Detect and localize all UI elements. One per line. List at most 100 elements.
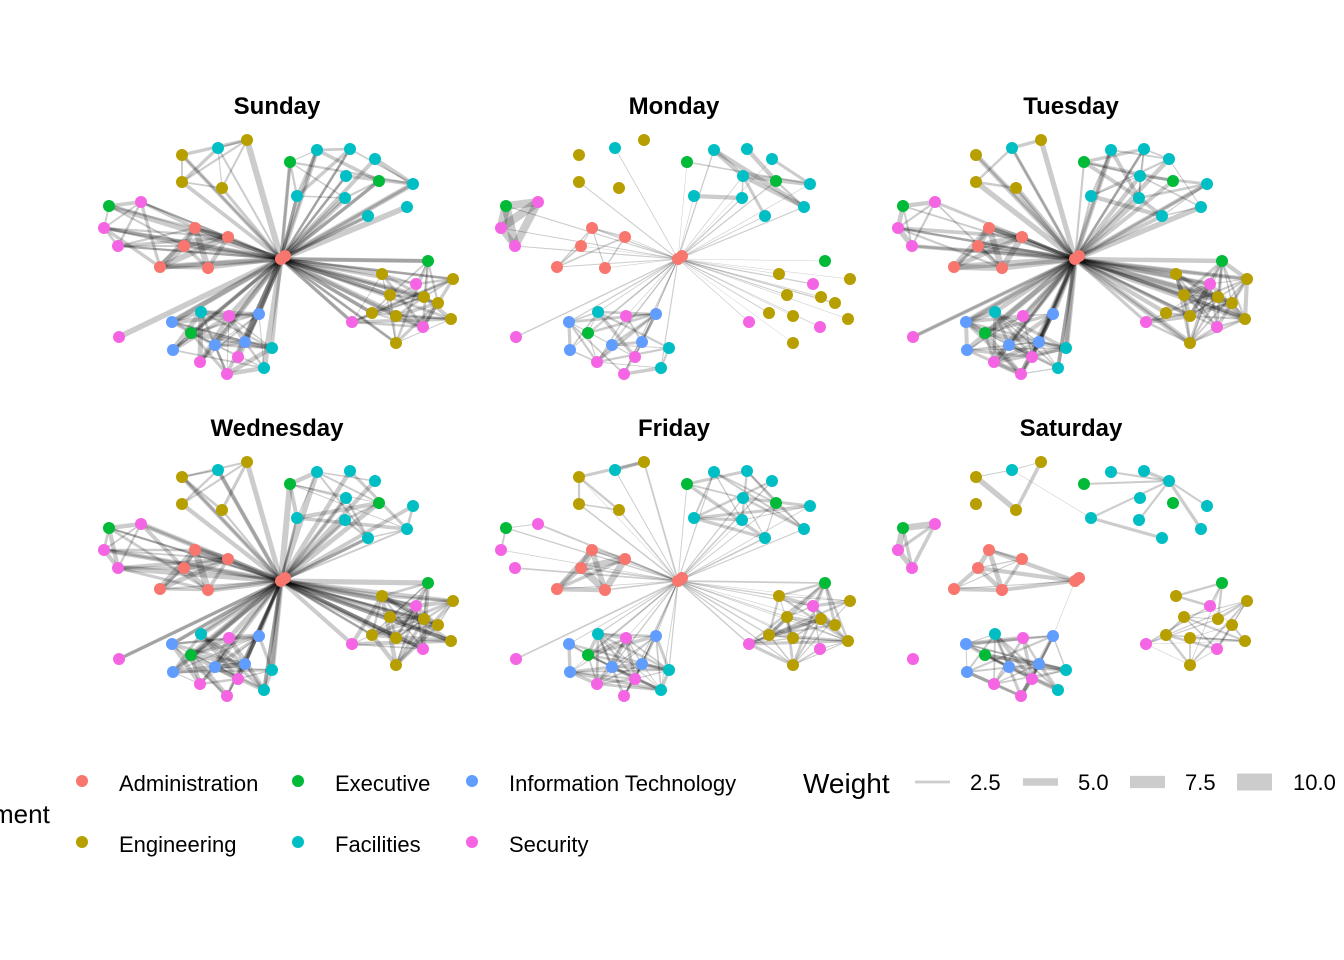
- node-security: [929, 196, 941, 208]
- node-facilities: [1201, 500, 1213, 512]
- node-engineering: [176, 471, 188, 483]
- edge: [514, 567, 679, 582]
- edge: [973, 474, 1019, 513]
- edge: [1137, 182, 1209, 200]
- edge: [950, 224, 993, 271]
- edge: [1220, 259, 1247, 321]
- edge: [226, 315, 230, 375]
- edge: [677, 258, 836, 304]
- edge: [394, 581, 430, 640]
- edge: [975, 154, 1076, 260]
- edge: [966, 315, 1024, 351]
- node-information-technology: [1033, 658, 1045, 670]
- edge: [394, 314, 453, 321]
- edge: [423, 582, 429, 620]
- node-security: [629, 351, 641, 363]
- edge: [279, 157, 377, 261]
- edge: [569, 637, 627, 673]
- edge: [199, 632, 240, 681]
- edge: [158, 587, 210, 592]
- edge: [395, 582, 429, 666]
- edge: [677, 180, 777, 260]
- node-engineering: [1226, 619, 1238, 631]
- edge: [748, 637, 794, 645]
- edge: [1074, 258, 1246, 320]
- edge: [555, 557, 627, 591]
- edge: [578, 181, 679, 260]
- edge: [1073, 257, 1249, 281]
- edge: [1188, 301, 1234, 318]
- node-administration: [222, 231, 234, 243]
- edge: [316, 471, 376, 482]
- edge: [1020, 256, 1078, 319]
- edge: [269, 578, 284, 673]
- edge: [103, 227, 185, 247]
- edge: [370, 599, 455, 637]
- node-facilities: [362, 532, 374, 544]
- node-engineering: [970, 176, 982, 188]
- edge: [279, 579, 426, 621]
- node-administration: [202, 262, 214, 274]
- edge: [107, 526, 210, 592]
- edge: [677, 161, 688, 260]
- node-administration: [189, 544, 201, 556]
- node-facilities: [989, 306, 1001, 318]
- edge: [597, 258, 679, 313]
- edge: [226, 235, 283, 261]
- edge: [191, 546, 212, 594]
- edge: [578, 503, 620, 511]
- edge: [986, 547, 1005, 593]
- edge: [692, 516, 744, 522]
- node-engineering: [815, 291, 827, 303]
- node-security: [1026, 673, 1038, 685]
- edge: [586, 312, 658, 335]
- node-security: [1026, 351, 1038, 363]
- edge: [974, 180, 1018, 190]
- edge: [1182, 293, 1234, 305]
- edge: [677, 580, 788, 618]
- edge: [992, 636, 1025, 686]
- edge: [1089, 157, 1171, 198]
- node-information-technology: [564, 666, 576, 678]
- node-facilities: [609, 142, 621, 154]
- edge: [1030, 312, 1055, 359]
- edge: [991, 339, 1042, 365]
- edge: [221, 139, 248, 189]
- node-administration: [619, 553, 631, 565]
- edge: [747, 617, 823, 646]
- node-administration: [996, 262, 1008, 274]
- edge: [983, 653, 1041, 666]
- edge: [677, 206, 805, 260]
- edge: [1137, 479, 1171, 522]
- node-security: [113, 653, 125, 665]
- edge: [992, 256, 1078, 315]
- node-administration: [202, 584, 214, 596]
- edge: [1082, 160, 1141, 200]
- edge: [103, 549, 229, 560]
- edge: [381, 595, 424, 650]
- edge: [1145, 618, 1219, 645]
- node-engineering: [781, 289, 793, 301]
- edge: [568, 665, 614, 674]
- edge: [1161, 206, 1202, 217]
- edge: [380, 272, 426, 299]
- edge: [741, 505, 811, 521]
- edge: [692, 479, 774, 520]
- node-security: [112, 240, 124, 252]
- edge: [597, 633, 662, 691]
- node-facilities: [663, 664, 675, 676]
- node-administration: [599, 584, 611, 596]
- edge: [677, 580, 814, 607]
- edge: [618, 509, 679, 582]
- node-information-technology: [167, 666, 179, 678]
- node-facilities: [1052, 684, 1064, 696]
- weight-legend-title: Weight: [803, 768, 890, 799]
- edge: [1063, 256, 1078, 351]
- node-information-technology: [650, 308, 662, 320]
- node-administration: [599, 262, 611, 274]
- edge: [677, 580, 794, 639]
- node-executive: [185, 327, 197, 339]
- node-administration: [154, 261, 166, 273]
- edge: [677, 258, 849, 320]
- node-information-technology: [636, 336, 648, 348]
